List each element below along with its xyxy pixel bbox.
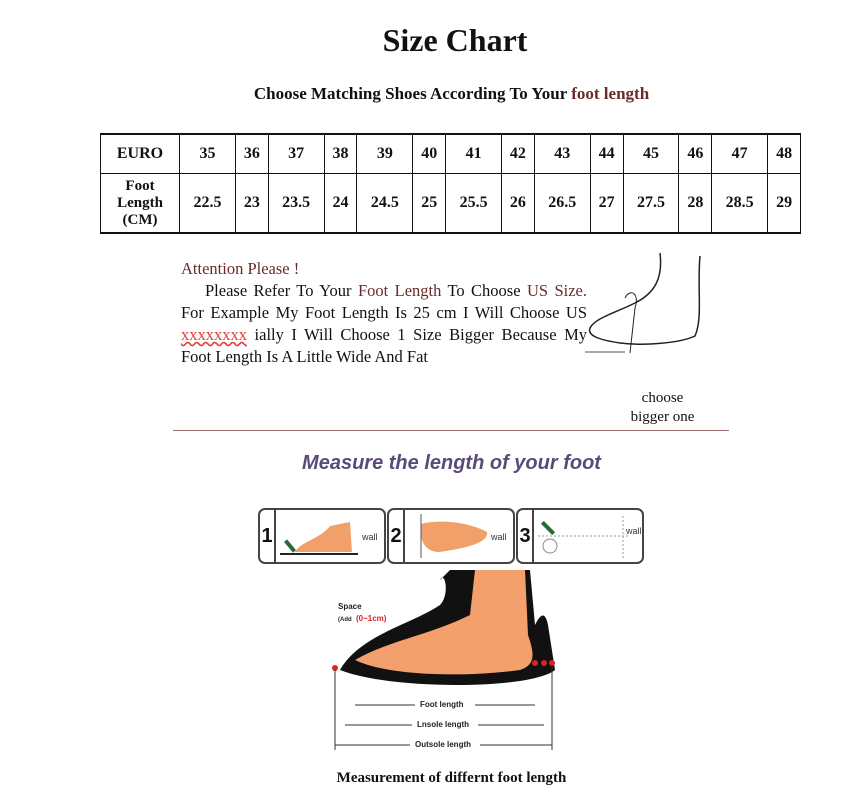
step-3: 3 wall <box>516 508 644 564</box>
choose-bigger-note: choose bigger one <box>620 389 705 427</box>
table-cell: 24.5 <box>356 173 414 234</box>
divider <box>173 430 729 431</box>
table-cell: 36 <box>234 133 269 174</box>
table-cell: 48 <box>767 133 801 174</box>
table-cell: 28.5 <box>711 173 769 234</box>
table-cell: 39 <box>356 133 414 174</box>
text: ially I Will Choose 1 Size Bigger Becaus… <box>181 325 587 366</box>
table-row-euro: EURO 35 36 37 38 39 40 41 42 43 44 45 46 47 48 <box>100 133 801 174</box>
table-cell: 43 <box>533 133 591 174</box>
table-cell: 47 <box>711 133 769 174</box>
table-cell: 25.5 <box>445 173 503 234</box>
caption: Measurement of differnt foot length <box>336 770 567 786</box>
insole-length-label: Lnsole length <box>417 720 469 729</box>
foot-sketch-icon <box>585 252 701 354</box>
foot-side-icon <box>280 522 358 555</box>
step-1: 1 wall <box>258 508 386 564</box>
step-number: 1 <box>260 510 276 562</box>
table-cell: 44 <box>589 133 624 174</box>
foot-length-label: Foot length <box>420 700 464 709</box>
wall-label: wall <box>626 526 642 536</box>
table-cell: 40 <box>412 133 447 174</box>
add-label: (Add <box>338 617 352 623</box>
table-cell: 22.5 <box>179 173 236 234</box>
foot-top-icon <box>420 514 488 558</box>
table-cell: 41 <box>445 133 503 174</box>
text: For Example My Foot Length Is 25 cm I Wi… <box>181 303 587 322</box>
table-cell: 35 <box>179 133 236 174</box>
redacted-text: xxxxxxxx <box>181 325 247 344</box>
row-header: EURO <box>100 133 180 174</box>
shoe-diagram: Space (Add (0~1cm) Foot length Lnsole le… <box>332 570 555 750</box>
text: bigger one <box>630 409 695 425</box>
page-title: Size Chart <box>382 22 528 58</box>
subtitle: Choose Matching Shoes According To Your … <box>0 84 853 104</box>
range-label: (0~1cm) <box>356 614 387 623</box>
table-cell: 25 <box>412 173 447 234</box>
text: choose <box>641 390 684 406</box>
size-table: EURO 35 36 37 38 39 40 41 42 43 44 45 46 47 48 Foot Le… <box>100 133 801 234</box>
table-cell: 42 <box>501 133 535 174</box>
table-cell: 37 <box>267 133 325 174</box>
text: To Choose <box>441 281 527 300</box>
table-cell: 23 <box>234 173 269 234</box>
wall-label: wall <box>491 532 507 542</box>
table-cell: 26 <box>501 173 535 234</box>
subtitle-highlight: foot length <box>571 84 650 103</box>
table-cell: 26.5 <box>533 173 591 234</box>
outsole-length-label: Outsole length <box>415 740 471 749</box>
highlight: Foot Length <box>357 281 442 300</box>
subtitle-text: Choose Matching Shoes According To Your <box>253 84 572 103</box>
attention-heading: Attention Please ! <box>181 259 300 278</box>
table-row-foot-length: Foot Length (CM) 22.5 23 23.5 24 24.5 25 25.5 26… <box>100 173 801 234</box>
table-cell: 27.5 <box>622 173 680 234</box>
table-cell: 46 <box>678 133 713 174</box>
wall-label: wall <box>362 532 378 542</box>
table-cell: 29 <box>767 173 801 234</box>
step-2: 2 wall <box>387 508 515 564</box>
step-number: 2 <box>389 510 405 562</box>
table-cell: 24 <box>323 173 358 234</box>
table-cell: 28 <box>678 173 713 234</box>
attention-note: Attention Please ! Please Refer To Your … <box>181 258 587 368</box>
measure-title: Measure the length of your foot <box>302 452 601 474</box>
table-cell: 38 <box>323 133 358 174</box>
table-cell: 45 <box>622 133 680 174</box>
ruler-icon <box>538 516 628 558</box>
space-label: Space <box>338 602 362 611</box>
text: Please Refer To Your <box>205 281 358 300</box>
table-cell: 27 <box>589 173 624 234</box>
step-number: 3 <box>518 510 534 562</box>
row-header: Foot Length (CM) <box>100 173 180 234</box>
table-cell: 23.5 <box>267 173 325 234</box>
highlight: US Size. <box>526 281 587 300</box>
